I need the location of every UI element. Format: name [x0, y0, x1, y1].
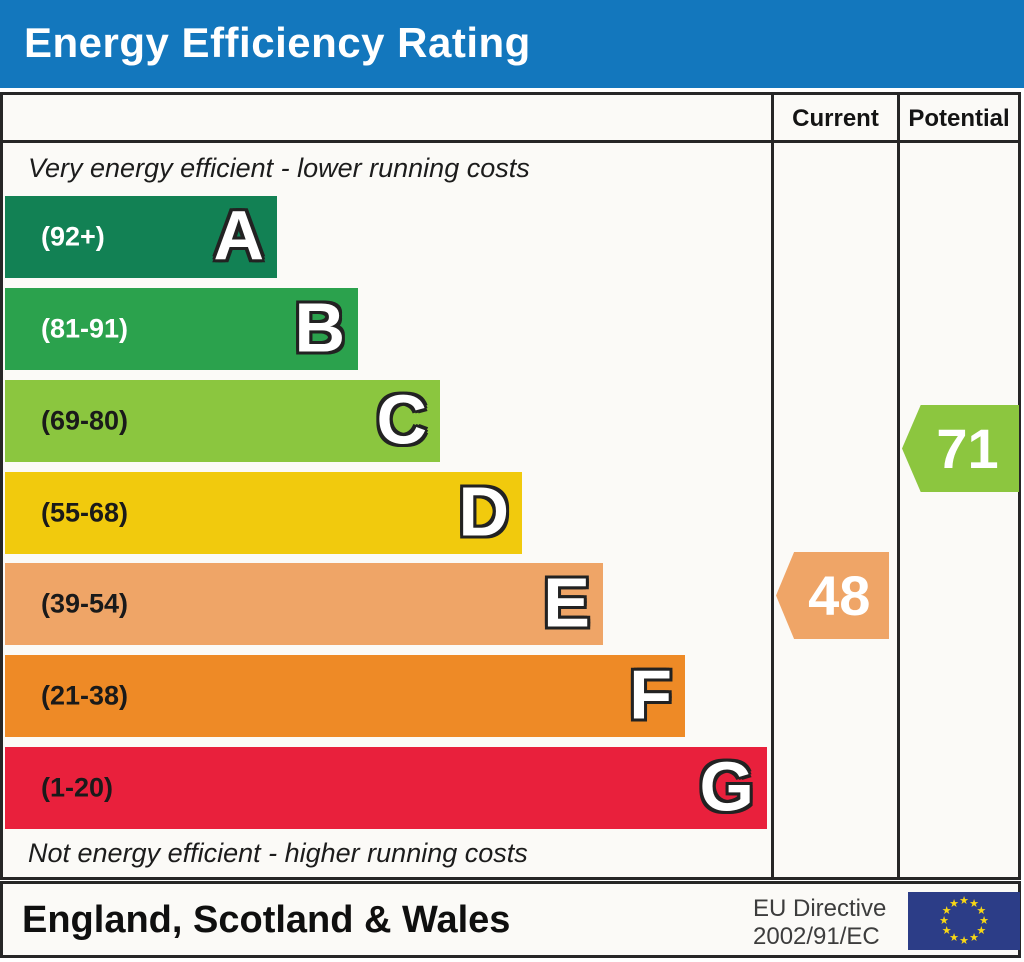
footer-bar	[0, 881, 1021, 958]
header-divider-line	[0, 140, 1021, 143]
potential-rating-arrow: 71	[902, 405, 1019, 492]
bottom-note: Not energy efficient - higher running co…	[28, 838, 528, 868]
eu-flag-star: ★	[949, 897, 959, 910]
band-d: (55-68) D	[5, 472, 522, 554]
band-range-label: (21-38)	[41, 680, 129, 711]
eu-flag-star: ★	[959, 895, 969, 907]
potential-column-header: Potential	[908, 105, 1010, 132]
band-letter: C	[376, 380, 427, 459]
eu-flag-star: ★	[941, 905, 952, 917]
eu-flag-star: ★	[969, 897, 979, 910]
divider-current-column	[771, 92, 774, 880]
eu-flag-star: ★	[941, 925, 952, 937]
band-range-label: (69-80)	[41, 405, 129, 436]
band-range-label: (1-20)	[41, 772, 114, 803]
eu-flag-star: ★	[979, 915, 989, 927]
band-b: (81-91) B	[5, 288, 358, 370]
eu-flag-star: ★	[959, 935, 969, 947]
current-rating-value: 48	[808, 564, 871, 627]
band-range-label: (81-91)	[41, 313, 129, 344]
eu-flag-icon: ★ ★ ★ ★ ★ ★ ★ ★ ★ ★ ★ ★	[908, 892, 1020, 950]
band-a: (92+) A	[5, 196, 277, 278]
band-range-label: (39-54)	[41, 588, 129, 619]
divider-potential-column	[897, 92, 900, 880]
eu-directive-label: EU Directive 2002/91/EC	[753, 895, 903, 951]
page-title: Energy Efficiency Rating	[24, 19, 531, 66]
band-letter: F	[629, 655, 672, 734]
eu-flag-star: ★	[976, 925, 987, 937]
band-f: (21-38) F	[5, 655, 685, 737]
eu-directive-line1: EU Directive	[753, 895, 887, 922]
band-e: (39-54) E	[5, 563, 603, 645]
current-rating-arrow: 48	[776, 552, 889, 639]
region-label: England, Scotland & Wales	[22, 899, 511, 941]
band-letter: E	[543, 563, 590, 642]
title-bar: Energy Efficiency Rating	[0, 0, 1024, 88]
band-range-label: (55-68)	[41, 497, 129, 528]
band-letter: D	[458, 472, 509, 551]
eu-flag-star: ★	[976, 905, 987, 917]
eu-flag-star: ★	[949, 932, 959, 945]
band-c: (69-80) C	[5, 380, 440, 462]
current-column-header: Current	[792, 105, 879, 132]
band-letter: G	[699, 747, 754, 826]
eu-flag-star: ★	[969, 932, 979, 945]
band-letter: A	[213, 196, 264, 275]
top-note: Very energy efficient - lower running co…	[28, 153, 530, 183]
eu-directive-line2: 2002/91/EC	[753, 923, 880, 950]
band-range-label: (92+)	[41, 221, 105, 252]
band-g: (1-20) G	[5, 747, 767, 829]
eu-flag-star: ★	[939, 915, 949, 927]
potential-rating-value: 71	[936, 417, 999, 480]
band-letter: B	[294, 288, 345, 367]
